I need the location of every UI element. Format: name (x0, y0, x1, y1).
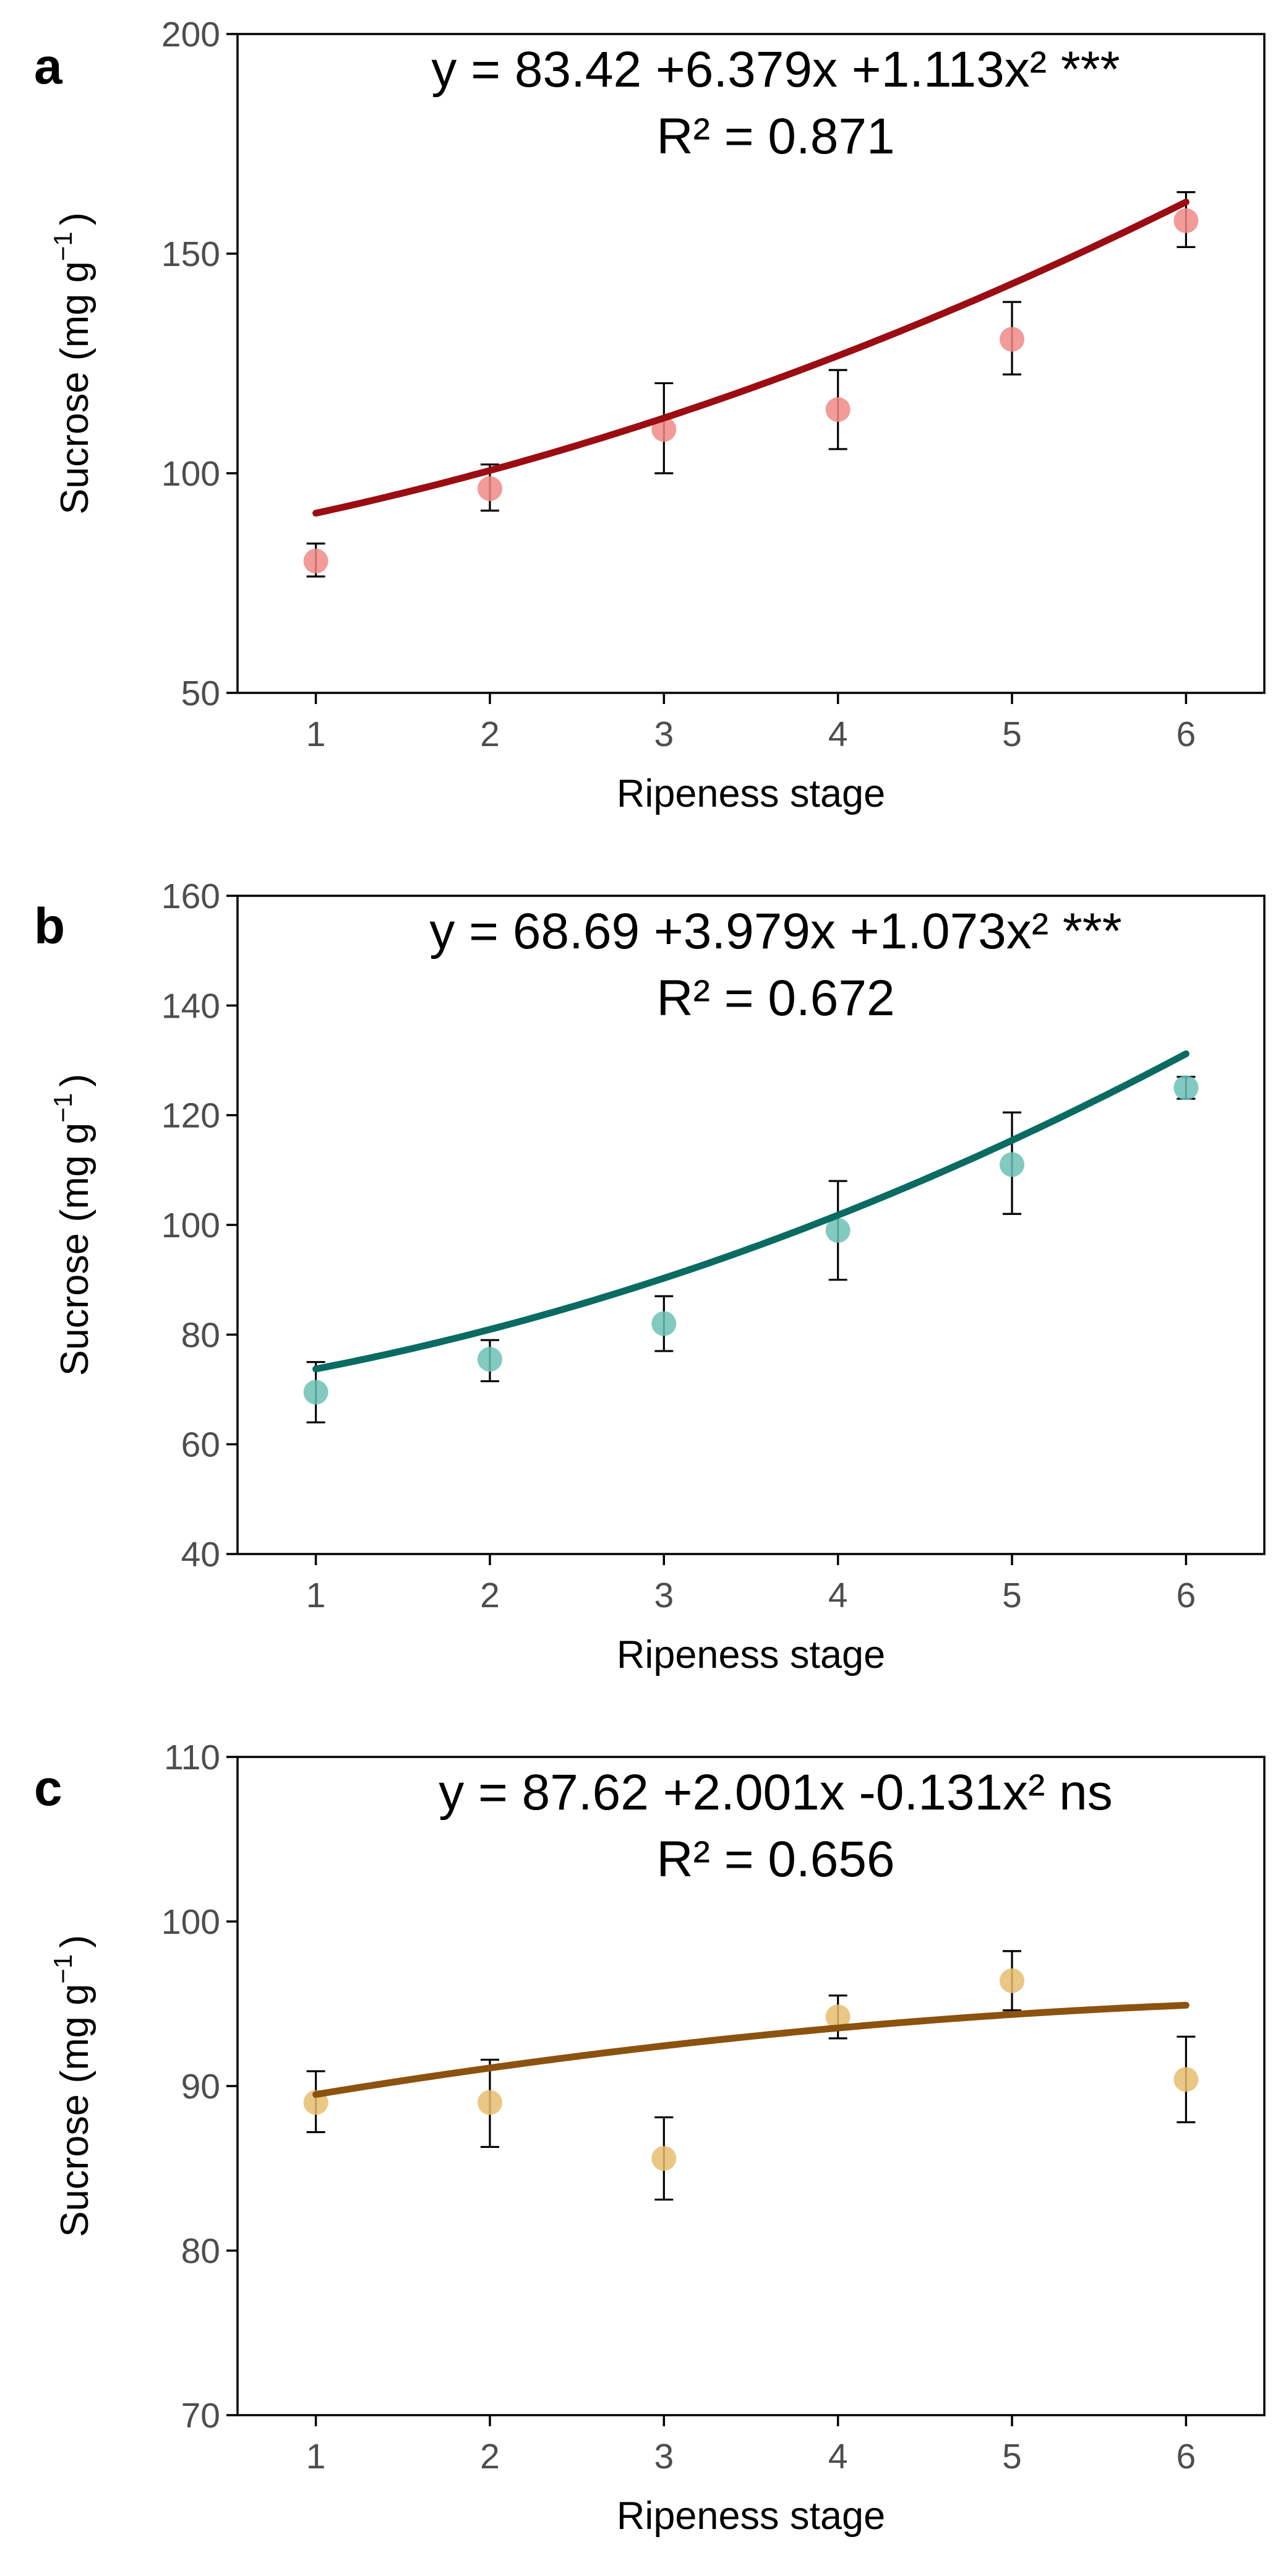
chart-c-y-tick-label: 70 (181, 2396, 220, 2436)
chart-c-x-tick-label: 1 (306, 2437, 326, 2476)
chart-a-panel-letter: a (34, 38, 63, 95)
chart-a-x-axis-title: Ripeness stage (617, 772, 885, 815)
chart-b-y-tick-label: 40 (181, 1535, 220, 1574)
chart-b-x-tick-label: 4 (828, 1576, 848, 1615)
chart-a-y-tick-label: 200 (161, 15, 220, 54)
chart-a-y-axis-title-sup: −1 (48, 231, 77, 261)
chart-b-data-point (477, 1347, 502, 1372)
chart-b-data-point (1000, 1152, 1025, 1177)
chart-c-x-tick-label: 2 (480, 2437, 500, 2476)
chart-a-y-tick-label: 150 (161, 234, 220, 274)
chart-c-y-axis-title: Sucrose (mg g−1) (48, 1935, 96, 2238)
chart-c-y-tick-label: 90 (181, 2067, 220, 2106)
chart-c-x-axis-title: Ripeness stage (617, 2494, 885, 2538)
chart-c-data-point (477, 2090, 502, 2115)
chart-a-data-point (303, 549, 328, 573)
chart-b-x-tick-label: 1 (306, 1576, 326, 1615)
chart-a-plot-frame (236, 33, 1266, 694)
chart-c-fit-line (312, 2001, 1190, 2098)
chart-c-equation: y = 87.62 +2.001x -0.131x² ns (439, 1764, 1113, 1821)
chart-a-data-point (1000, 327, 1025, 352)
chart-c-panel: c 70 80 90 100 110 1 2 3 4 5 6 Ripeness stage Sucrose… (34, 1738, 1266, 2538)
chart-a-data-point (1173, 208, 1199, 233)
chart-a-y-tick-label: 50 (181, 674, 220, 713)
chart-b-x-axis-title: Ripeness stage (617, 1633, 885, 1677)
chart-a-y-axis-title: Sucrose (mg g−1) (48, 212, 96, 515)
chart-b-y-axis-title-close: ) (53, 1074, 96, 1087)
chart-b-panel: b 40 60 80 100 120 140 160 1 2 3 4 5 6 Ripeness stage S… (34, 877, 1266, 1677)
chart-b-panel-letter: b (34, 898, 65, 955)
chart-b-data-point (825, 1217, 851, 1243)
chart-a-r-squared: R² = 0.871 (656, 108, 894, 165)
chart-c-r-squared: R² = 0.656 (656, 1831, 894, 1887)
chart-b-y-tick-label: 80 (181, 1315, 220, 1355)
chart-b-y-tick-label: 140 (161, 986, 220, 1026)
chart-c-y-tick-label: 100 (161, 1902, 220, 1942)
chart-b-fit-line (312, 1050, 1190, 1373)
chart-c-data-point (651, 2146, 677, 2171)
chart-b-y-tick-label: 160 (161, 877, 220, 916)
chart-c-y-axis-title-close: ) (53, 1935, 96, 1948)
chart-b-data-point (1173, 1075, 1199, 1101)
chart-b-x-tick-label: 2 (480, 1576, 500, 1615)
chart-c-panel-letter: c (34, 1760, 62, 1816)
chart-a-fit-line (312, 199, 1190, 517)
chart-a-x-tick-label: 6 (1177, 715, 1196, 754)
chart-b-y-axis-title-sup: −1 (48, 1093, 77, 1123)
chart-c-data-point (825, 2004, 851, 2030)
chart-c-data-point (1173, 2067, 1199, 2092)
chart-c-y-axis-title-sup: −1 (48, 1954, 77, 1984)
chart-a-x-tick-label: 2 (480, 715, 500, 754)
chart-a-x-tick-label: 5 (1002, 715, 1022, 754)
chart-b-x-tick-label: 5 (1002, 1576, 1022, 1615)
chart-b-x-tick-label: 6 (1177, 1576, 1196, 1615)
chart-a-equation: y = 83.42 +6.379x +1.113x² *** (431, 41, 1120, 98)
chart-c-x-tick-label: 3 (654, 2437, 674, 2476)
chart-b-y-axis-title-main: Sucrose (mg g (53, 1123, 96, 1376)
chart-b-data-point (651, 1311, 677, 1336)
chart-b-y-tick-label: 60 (181, 1425, 220, 1465)
chart-a-y-axis-title-main: Sucrose (mg g (53, 261, 96, 515)
chart-b-x-tick-label: 3 (654, 1576, 674, 1615)
chart-a-x-tick-label: 4 (828, 715, 848, 754)
chart-c-x-tick-label: 5 (1002, 2437, 1022, 2476)
chart-a-panel: a 50 100 150 200 1 2 3 4 5 6 Ripeness stage Sucrose … (34, 15, 1266, 815)
chart-b-y-tick-label: 120 (161, 1096, 220, 1136)
chart-c-x-tick-label: 6 (1177, 2437, 1196, 2476)
chart-c-data-point (1000, 1968, 1025, 1993)
chart-b-data-point (303, 1380, 328, 1405)
chart-c-x-tick-label: 4 (828, 2437, 848, 2476)
chart-b-y-tick-label: 100 (161, 1206, 220, 1245)
chart-b-equation: y = 68.69 +3.979x +1.073x² *** (429, 903, 1121, 960)
chart-c-y-axis-title-main: Sucrose (mg g (53, 1984, 96, 2238)
chart-a-data-point (825, 397, 851, 423)
chart-c-y-tick-label: 110 (164, 1738, 220, 1777)
chart-a-data-point (477, 476, 502, 501)
chart-c-y-tick-label: 80 (181, 2231, 220, 2271)
chart-b-r-squared: R² = 0.672 (656, 970, 894, 1026)
chart-a-x-tick-label: 3 (654, 715, 674, 754)
chart-a-x-tick-label: 1 (306, 715, 326, 754)
chart-a-y-axis-title-close: ) (53, 212, 96, 225)
chart-a-y-tick-label: 100 (161, 454, 220, 494)
chart-b-y-axis-title: Sucrose (mg g−1) (48, 1074, 96, 1376)
